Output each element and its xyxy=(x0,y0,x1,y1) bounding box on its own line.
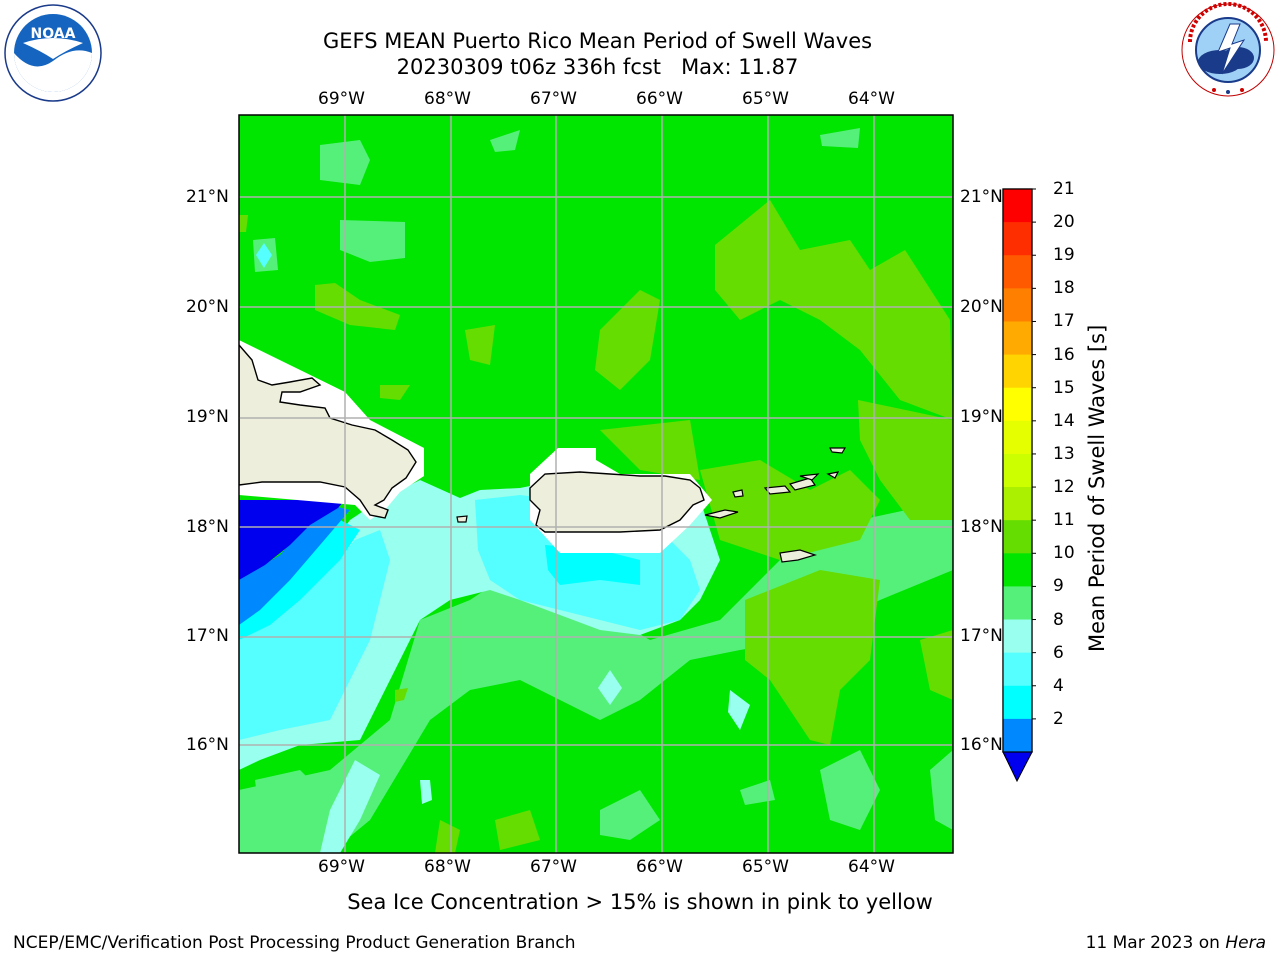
colorbar-tick-label: 15 xyxy=(1053,377,1075,398)
lat-label-left-16n: 16°N xyxy=(186,735,229,755)
sea-ice-caption: Sea Ice Concentration > 15% is shown in … xyxy=(347,890,933,914)
lat-label-left-20n: 20°N xyxy=(186,297,229,317)
colorbar-title: Mean Period of Swell Waves [s] xyxy=(1085,324,1109,652)
colorbar-tick-label: 20 xyxy=(1053,212,1075,233)
colorbar-tick-label: 2 xyxy=(1053,708,1064,729)
lon-label-bottom-64w: 64°W xyxy=(848,857,895,877)
footer-host: Hera xyxy=(1225,933,1266,953)
colorbar-segment xyxy=(1003,222,1032,256)
colorbar-under-triangle xyxy=(1002,751,1033,783)
lon-label-top-67w: 67°W xyxy=(530,89,577,109)
lat-label-left-17n: 17°N xyxy=(186,626,229,646)
noaa-logo: NOAA xyxy=(4,4,102,102)
lon-label-top-69w: 69°W xyxy=(318,89,365,109)
virgin-islands-land xyxy=(456,447,847,563)
colorbar-tick-label: 19 xyxy=(1053,245,1075,266)
colorbar-tick-label: 10 xyxy=(1053,543,1075,564)
colorbar-segment xyxy=(1003,586,1032,621)
lon-label-bottom-69w: 69°W xyxy=(318,857,365,877)
lon-label-bottom-66w: 66°W xyxy=(636,857,683,877)
lat-label-right-21n: 21°N xyxy=(960,187,1003,207)
colorbar-segment xyxy=(1003,553,1032,587)
lon-label-bottom-65w: 65°W xyxy=(742,857,789,877)
colorbar-overlay xyxy=(1002,188,1036,783)
colorbar-segment xyxy=(1003,487,1032,521)
colorbar-segment xyxy=(1003,354,1032,389)
lat-label-right-18n: 18°N xyxy=(960,517,1003,537)
colorbar-tick-label: 11 xyxy=(1053,510,1075,531)
lat-label-right-19n: 19°N xyxy=(960,407,1003,427)
hispaniola-land xyxy=(239,343,417,519)
colorbar-segment xyxy=(1003,652,1032,687)
contour-11-12s xyxy=(239,200,953,853)
colorbar-outline xyxy=(1002,188,1033,753)
lon-label-bottom-67w: 67°W xyxy=(530,857,577,877)
footer-date: 11 Mar 2023 on Hera xyxy=(1086,932,1266,954)
colorbar-segment xyxy=(1003,453,1032,488)
lat-label-right-20n: 20°N xyxy=(960,297,1003,317)
nws-logo xyxy=(1181,2,1275,97)
colorbar-tick-label: 6 xyxy=(1053,642,1064,663)
colorbar-segment xyxy=(1003,288,1032,322)
colorbar-segment xyxy=(1003,255,1032,289)
colorbar-segment xyxy=(1003,189,1032,223)
lon-label-top-66w: 66°W xyxy=(636,89,683,109)
lon-label-bottom-68w: 68°W xyxy=(424,857,471,877)
colorbar-segment xyxy=(1003,619,1032,654)
lon-label-top-64w: 64°W xyxy=(848,89,895,109)
chart-title-line1: GEFS MEAN Puerto Rico Mean Period of Swe… xyxy=(322,29,873,53)
colorbar-segment xyxy=(1003,520,1032,554)
colorbar-tick-label: 9 xyxy=(1053,576,1064,597)
colorbar-tick-label: 16 xyxy=(1053,344,1075,365)
puerto-rico-land xyxy=(529,471,705,533)
map-gridlines xyxy=(239,115,953,853)
colorbar-tick-label: 12 xyxy=(1053,477,1075,498)
colorbar-tick-label: 4 xyxy=(1053,675,1064,696)
contour-under-2s xyxy=(239,500,345,580)
colorbar-segment xyxy=(1003,685,1032,720)
contour-2-4s xyxy=(239,505,350,625)
colorbar-segment xyxy=(1003,321,1032,356)
contour-4-6s xyxy=(239,520,640,640)
colorbar-segment xyxy=(1003,387,1032,422)
map-frame xyxy=(238,114,954,854)
lon-label-top-68w: 68°W xyxy=(424,89,471,109)
lat-label-right-16n: 16°N xyxy=(960,735,1003,755)
lat-label-left-19n: 19°N xyxy=(186,407,229,427)
lon-label-top-65w: 65°W xyxy=(742,89,789,109)
colorbar-tick-label: 8 xyxy=(1053,609,1064,630)
colorbar-segment xyxy=(1003,420,1032,455)
colorbar-tick-label: 17 xyxy=(1053,311,1075,332)
footer-branch: NCEP/EMC/Verification Post Processing Pr… xyxy=(13,933,576,953)
colorbar-segment xyxy=(1003,718,1032,753)
chart-title-line2: 20230309 t06z 336h fcst Max: 11.87 xyxy=(396,55,799,79)
colorbar-tick-label: 21 xyxy=(1053,179,1075,199)
colorbar-tick-label: 13 xyxy=(1053,443,1075,464)
colorbar-tick-label: 14 xyxy=(1053,410,1075,431)
noaa-logo-text: NOAA xyxy=(31,26,76,42)
lat-label-left-18n: 18°N xyxy=(186,517,229,537)
colorbar-tick-label: 18 xyxy=(1053,278,1075,299)
lat-label-right-17n: 17°N xyxy=(960,626,1003,646)
lat-label-left-21n: 21°N xyxy=(186,187,229,207)
footer-date-text: 11 Mar 2023 on xyxy=(1085,933,1226,953)
